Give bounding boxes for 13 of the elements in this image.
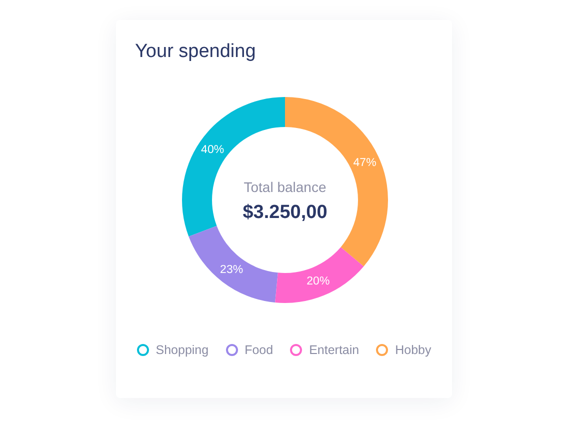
legend-label: Food — [244, 342, 274, 358]
text: $3.250,00 — [242, 202, 328, 224]
data-label: 47% — [353, 156, 376, 169]
chart-title: Your spending — [135, 41, 256, 63]
data-label: 20% — [306, 276, 330, 288]
legend-label: Hobby — [395, 342, 432, 358]
legend-label: Shopping — [156, 342, 209, 358]
data-label: 23% — [220, 264, 244, 276]
data-label: 40% — [201, 144, 224, 156]
legend-label: Entertain — [309, 342, 360, 358]
donut-slice — [275, 247, 364, 303]
donut-slice — [188, 226, 278, 303]
text: Total balance — [244, 179, 326, 195]
